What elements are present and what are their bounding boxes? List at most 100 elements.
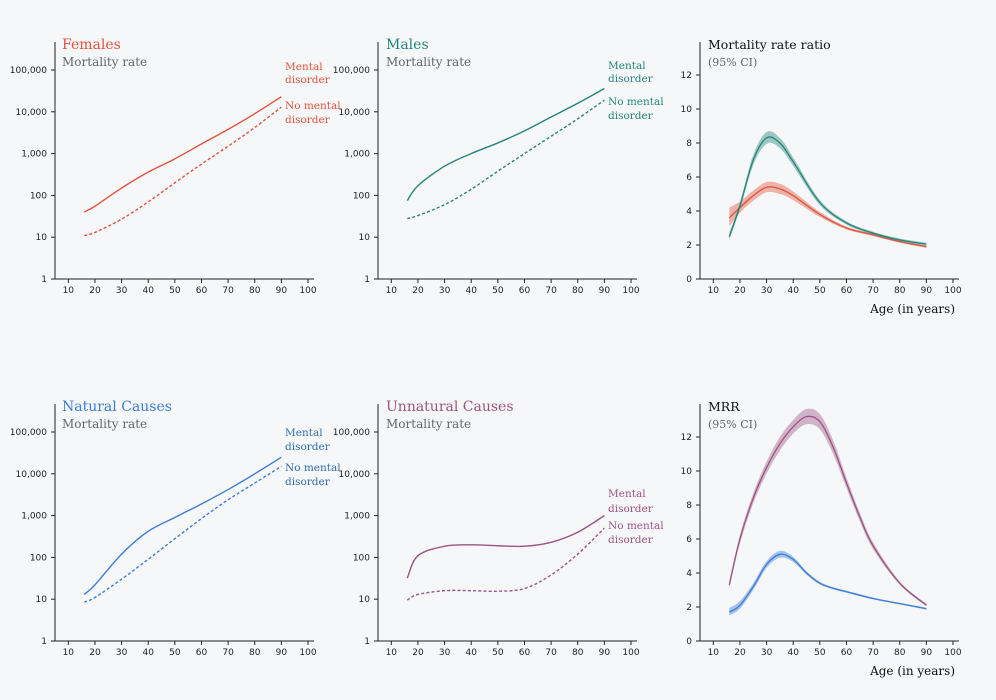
- ratio-line-natural: [728, 553, 927, 613]
- y-tick-label: 10: [359, 233, 371, 243]
- x-tick-label: 90: [599, 648, 611, 658]
- y-tick-label: 10,000: [339, 470, 371, 480]
- ratio-line-males: [728, 136, 927, 245]
- x-tick-label: 90: [276, 648, 288, 658]
- x-tick-label: 20: [734, 648, 746, 658]
- y-tick-label: 1: [364, 275, 370, 285]
- x-tick-label: 70: [867, 648, 879, 658]
- series-label-mental-line1: Mental: [608, 488, 646, 500]
- y-tick-label: 10,000: [16, 470, 48, 480]
- axis-ticks: 1 10 100 1,000 10,000 100,000 10 20 30 40 50 60 70 80…: [10, 428, 317, 658]
- x-tick-label: 30: [761, 286, 773, 296]
- y-tick-label: 100: [30, 553, 47, 563]
- y-tick-label: 100: [353, 191, 370, 201]
- series-label-no-mental-line1: No mental: [608, 96, 664, 108]
- x-tick-label: 70: [222, 286, 234, 296]
- panel-mortality-rate-ratio: Mortality rate ratio (95% CI) Age (in ye…: [681, 37, 962, 316]
- y-tick-label: 0: [686, 637, 692, 647]
- y-tick-label: 8: [686, 139, 692, 149]
- x-tick-label: 30: [116, 286, 128, 296]
- x-tick-label: 60: [519, 286, 531, 296]
- series-label-no-mental-line2: disorder: [608, 534, 654, 546]
- x-tick-label: 20: [734, 286, 746, 296]
- y-tick-label: 12: [681, 433, 692, 443]
- y-tick-label: 6: [686, 535, 692, 545]
- x-tick-label: 20: [89, 648, 101, 658]
- panel-subtitle-unnatural: Mortality rate: [386, 417, 471, 431]
- series-label-no-mental-line2: disorder: [608, 110, 654, 122]
- x-tick-label: 80: [894, 648, 906, 658]
- series-line-no-mental-disorder: [84, 106, 282, 237]
- x-tick-label: 90: [276, 286, 288, 296]
- series-label-mental-line2: disorder: [608, 503, 654, 515]
- ci-band-natural: [729, 550, 927, 616]
- panel-natural-causes: Natural Causes Mortality rate Mental dis…: [10, 399, 341, 658]
- y-tick-label: 1,000: [344, 150, 370, 160]
- x-tick-label: 40: [465, 286, 477, 296]
- series-label-no-mental-line2: disorder: [285, 114, 331, 126]
- panel-males: Males Mortality rate Mental disorder No …: [333, 37, 664, 296]
- x-tick-label: 60: [841, 286, 853, 296]
- y-tick-label: 6: [686, 173, 692, 183]
- panel-subtitle-ci: (95% CI): [708, 56, 757, 69]
- x-tick-label: 70: [545, 648, 557, 658]
- y-tick-label: 2: [686, 603, 692, 613]
- panel-females: Females Mortality rate Mental disorder N…: [10, 37, 341, 296]
- axis-ticks: 1 10 100 1,000 10,000 100,000 10 20 30 40 50 60 70 80…: [10, 66, 317, 296]
- x-tick-label: 40: [787, 648, 799, 658]
- axis-ticks: 1 10 100 1,000 10,000 100,000 10 20 30 40 50 60 70 80…: [333, 66, 640, 296]
- x-tick-label: 40: [142, 648, 154, 658]
- series-label-mental-line1: Mental: [285, 61, 323, 73]
- x-tick-label: 20: [89, 286, 101, 296]
- x-tick-label: 10: [63, 286, 75, 296]
- series-line-mental-disorder: [406, 87, 605, 202]
- y-tick-label: 1,000: [21, 150, 47, 160]
- x-tick-label: 80: [572, 286, 584, 296]
- series-label-mental-line1: Mental: [285, 427, 323, 439]
- panel-subtitle-ci: (95% CI): [708, 418, 757, 431]
- y-tick-label: 10: [681, 105, 693, 115]
- x-tick-label: 90: [921, 648, 933, 658]
- x-tick-label: 50: [814, 286, 826, 296]
- series-label-no-mental-line1: No mental: [285, 100, 341, 112]
- series-label-mental-line2: disorder: [608, 73, 654, 85]
- x-tick-label: 100: [299, 286, 316, 296]
- y-tick-label: 100,000: [10, 428, 47, 438]
- x-tick-label: 100: [299, 648, 316, 658]
- y-tick-label: 100: [353, 553, 370, 563]
- y-tick-label: 10: [359, 595, 371, 605]
- axis-ticks: 0 2 4 6 8 10 12 10 20 30 40 50 60 70 80 90 100: [681, 71, 962, 296]
- series-line-mental-disorder: [406, 515, 605, 579]
- x-tick-label: 100: [622, 286, 639, 296]
- y-tick-label: 1,000: [344, 512, 370, 522]
- y-tick-label: 1: [41, 275, 47, 285]
- x-tick-label: 10: [708, 648, 720, 658]
- y-tick-label: 4: [686, 207, 692, 217]
- x-tick-label: 60: [196, 286, 208, 296]
- x-tick-label: 60: [841, 648, 853, 658]
- series-label-no-mental-line2: disorder: [285, 476, 331, 488]
- x-tick-label: 100: [622, 648, 639, 658]
- y-tick-label: 4: [686, 569, 692, 579]
- series-label-mental-line2: disorder: [285, 441, 331, 453]
- y-tick-label: 10,000: [16, 108, 48, 118]
- x-tick-label: 30: [116, 648, 128, 658]
- y-tick-label: 0: [686, 275, 692, 285]
- ratio-line-females: [728, 186, 927, 248]
- x-tick-label: 40: [142, 286, 154, 296]
- x-tick-label: 20: [412, 286, 424, 296]
- panel-title-mrr-causes: MRR: [708, 399, 740, 414]
- x-tick-label: 30: [439, 286, 451, 296]
- panel-subtitle-females: Mortality rate: [62, 55, 147, 69]
- series-label-no-mental-line1: No mental: [608, 520, 664, 532]
- y-tick-label: 100,000: [10, 66, 47, 76]
- panel-title-mrr: Mortality rate ratio: [708, 37, 831, 52]
- panel-title-males: Males: [386, 37, 429, 53]
- panel-unnatural-causes: Unnatural Causes Mortality rate Mental d…: [333, 399, 664, 658]
- x-tick-label: 20: [412, 648, 424, 658]
- series-line-no-mental-disorder: [407, 99, 605, 220]
- y-tick-label: 10,000: [339, 108, 371, 118]
- x-tick-label: 50: [492, 648, 504, 658]
- y-tick-label: 1: [364, 637, 370, 647]
